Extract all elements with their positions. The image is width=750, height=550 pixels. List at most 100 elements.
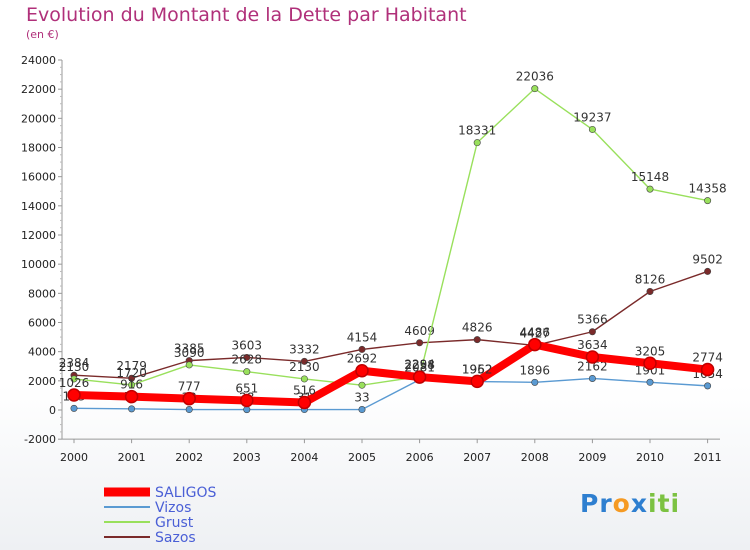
series-line (73, 377, 709, 411)
data-label: 2294 (404, 358, 435, 372)
x-tick-label: 2003 (233, 451, 261, 464)
series-vizos: 1137933283133208119521896216219011654 (63, 359, 723, 414)
data-label: 33 (354, 391, 369, 405)
data-label: 1962 (462, 362, 493, 376)
data-label: 2774 (692, 351, 723, 365)
data-label: 2692 (347, 352, 378, 366)
data-point (700, 362, 715, 377)
y-tick-label: 20000 (21, 112, 56, 125)
series-line (73, 270, 709, 379)
y-tick-label: 12000 (21, 229, 56, 242)
data-label: 2179 (116, 359, 147, 373)
data-label: 19237 (573, 110, 611, 124)
data-label: 2628 (232, 353, 263, 367)
data-point (528, 337, 542, 352)
data-label: 5366 (577, 313, 608, 327)
series-sazos: 2384 2179 3385 3603 3332 4154 4609 4826 4427 5366… (59, 252, 723, 382)
y-tick-label: 8000 (28, 287, 56, 300)
data-point (643, 356, 657, 371)
data-point (243, 353, 251, 361)
data-point (585, 350, 600, 364)
y-tick-label: 10000 (21, 258, 56, 271)
data-point (704, 197, 712, 205)
legend-label: Sazos (155, 530, 196, 546)
data-point (185, 361, 193, 369)
data-label: 916 (120, 378, 143, 392)
y-tick-label: 4000 (28, 346, 56, 359)
data-label: 777 (178, 380, 201, 394)
data-point (704, 267, 712, 275)
x-tick-label: 2006 (406, 451, 434, 464)
data-label: 4826 (462, 321, 493, 335)
data-point (297, 395, 312, 410)
legend-label: Grust (155, 515, 194, 531)
data-label: 2384 (59, 356, 90, 370)
data-label: 2162 (577, 359, 608, 373)
data-point (358, 381, 366, 389)
data-point (185, 406, 193, 414)
data-point (416, 339, 424, 347)
data-point (646, 287, 654, 295)
data-label: 3332 (289, 342, 320, 356)
y-tick-label: 14000 (21, 200, 56, 213)
data-label: 2258 (404, 358, 435, 372)
data-point (473, 139, 481, 147)
series-grust: 2130 1720 3090 2628 2130 2294 18331 22036 19237 1… (59, 70, 727, 389)
data-point (67, 388, 81, 402)
data-point (646, 378, 654, 386)
y-tick-label: 16000 (21, 171, 56, 184)
legend-item-sazos: Sazos (104, 530, 196, 546)
data-label: 3634 (577, 338, 608, 352)
data-label: 4486 (520, 326, 551, 340)
legend-item-saligos: SALIGOS (104, 485, 217, 501)
data-point (124, 389, 139, 404)
x-tick-label: 2011 (694, 451, 722, 464)
data-point (358, 406, 366, 414)
legend-label: Vizos (155, 500, 191, 516)
x-tick-label: 2002 (175, 451, 203, 464)
data-label: 3205 (635, 344, 666, 358)
x-tick-label: 2007 (463, 451, 491, 464)
data-label: 15148 (631, 170, 669, 184)
data-label: 4609 (404, 324, 435, 338)
data-point (182, 391, 196, 406)
data-label: 14358 (689, 182, 727, 196)
series-line (73, 87, 709, 386)
series-line (70, 340, 712, 407)
data-label: 22036 (516, 70, 554, 84)
data-point (646, 185, 654, 193)
data-point (531, 378, 539, 386)
data-point (243, 368, 251, 376)
data-point (300, 375, 308, 383)
data-point (128, 405, 136, 413)
x-tick-label: 2008 (521, 451, 549, 464)
y-tick-label: -2000 (24, 433, 56, 446)
x-tick-label: 2009 (578, 451, 606, 464)
data-point (70, 375, 78, 383)
data-label: 4154 (347, 330, 378, 344)
data-point (588, 374, 596, 382)
x-tick-label: 2005 (348, 451, 376, 464)
data-point (588, 125, 596, 133)
data-point (240, 393, 254, 408)
y-tick-label: 24000 (21, 54, 56, 67)
data-point (704, 382, 712, 390)
data-point (470, 374, 484, 389)
data-point (300, 357, 308, 365)
data-label: 3090 (174, 346, 205, 360)
data-label: 4427 (520, 326, 551, 340)
data-label: 1026 (59, 376, 90, 390)
legend-item-vizos: Vizos (104, 500, 191, 516)
data-label: 2130 (289, 360, 320, 374)
data-label: 516 (293, 383, 316, 397)
data-label: 9502 (692, 252, 723, 266)
series-saligos: 1026 916 777 651 516 2692 2258 1962 4486 3634 3205… (59, 326, 723, 410)
y-tick-label: 22000 (21, 83, 56, 96)
data-point (358, 345, 366, 353)
data-label: 3603 (232, 338, 263, 352)
data-label: 1896 (520, 363, 551, 377)
data-label: 651 (235, 382, 258, 396)
data-point (412, 370, 427, 384)
